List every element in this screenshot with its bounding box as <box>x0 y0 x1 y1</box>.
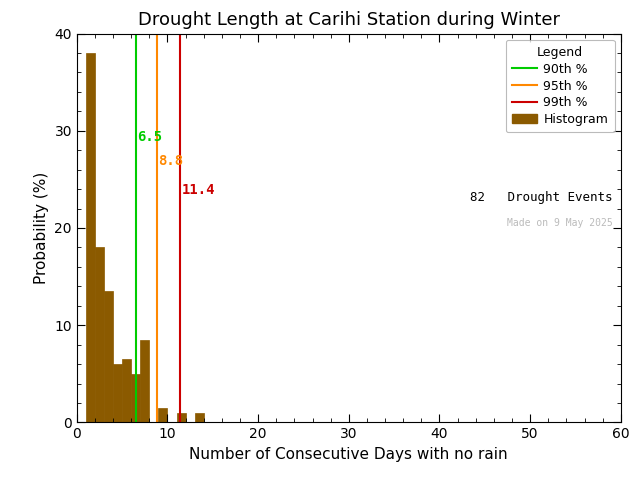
Title: Drought Length at Carihi Station during Winter: Drought Length at Carihi Station during … <box>138 11 560 29</box>
Bar <box>195 413 204 422</box>
Bar <box>86 53 95 422</box>
Y-axis label: Probability (%): Probability (%) <box>34 172 49 284</box>
Text: 11.4: 11.4 <box>182 183 216 197</box>
Text: 6.5: 6.5 <box>138 130 163 144</box>
Bar <box>140 340 149 422</box>
Text: 8.8: 8.8 <box>158 154 184 168</box>
Bar <box>131 374 140 422</box>
Bar <box>113 364 122 422</box>
Bar <box>104 291 113 422</box>
Bar <box>177 413 186 422</box>
Text: Made on 9 May 2025: Made on 9 May 2025 <box>507 218 612 228</box>
Bar <box>95 248 104 422</box>
Text: 82   Drought Events: 82 Drought Events <box>470 191 612 204</box>
Bar <box>122 359 131 422</box>
Bar <box>158 408 168 422</box>
X-axis label: Number of Consecutive Days with no rain: Number of Consecutive Days with no rain <box>189 447 508 462</box>
Legend: 90th %, 95th %, 99th %, Histogram: 90th %, 95th %, 99th %, Histogram <box>506 40 614 132</box>
